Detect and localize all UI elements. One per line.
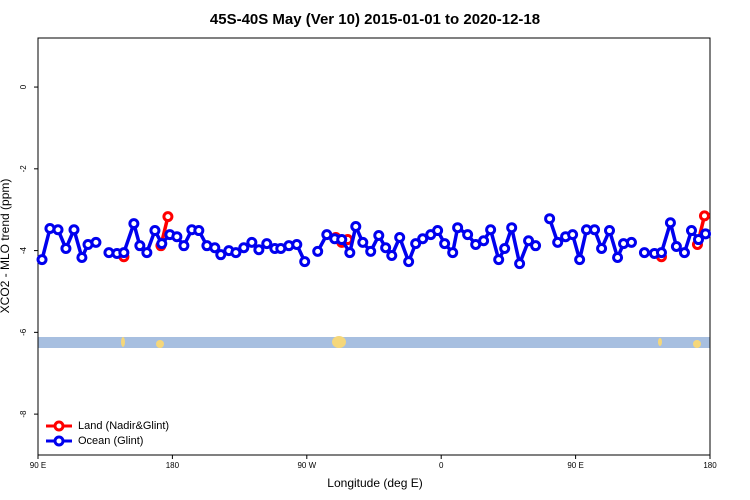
point [693, 234, 705, 246]
point [76, 252, 88, 264]
x-tick-label: 90 W [297, 461, 316, 470]
point [253, 244, 265, 256]
y-tick-label: -6 [19, 328, 28, 336]
x-tick-label: 180 [166, 461, 180, 470]
point [246, 236, 258, 248]
point [336, 234, 348, 246]
point [357, 236, 369, 248]
point [678, 247, 690, 259]
point [462, 229, 474, 241]
point [664, 217, 676, 229]
point [312, 245, 324, 257]
point [589, 224, 601, 236]
point [523, 235, 535, 247]
point [299, 256, 311, 268]
x-tick-label: 0 [439, 461, 444, 470]
point [625, 236, 637, 248]
point [60, 243, 72, 255]
point [506, 222, 518, 234]
point [52, 224, 64, 236]
point [156, 238, 168, 250]
y-tick-label: -2 [19, 165, 28, 173]
point [394, 232, 406, 244]
point [149, 225, 161, 237]
point [698, 210, 710, 222]
point [386, 249, 398, 261]
point [493, 254, 505, 266]
land-patch [332, 336, 346, 348]
point [230, 247, 242, 259]
point [171, 231, 183, 243]
point [321, 229, 333, 241]
point [68, 224, 80, 236]
y-axis-label: XCO2 - MLO trend (ppm) [0, 179, 12, 314]
point [485, 224, 497, 236]
point [403, 256, 415, 268]
point [574, 254, 586, 266]
point [700, 228, 712, 240]
point [567, 229, 579, 241]
point [178, 240, 190, 252]
point [612, 252, 624, 264]
point [350, 220, 362, 232]
legend-marker [53, 435, 65, 447]
legend-marker [53, 420, 65, 432]
legend-label: Ocean (Glint) [78, 435, 143, 447]
point [530, 240, 542, 252]
ocean-strip [38, 337, 710, 348]
x-axis-label: Longitude (deg E) [327, 476, 422, 490]
point [638, 247, 650, 259]
point [596, 243, 608, 255]
chart-title: 45S-40S May (Ver 10) 2015-01-01 to 2020-… [210, 11, 540, 28]
legend-label: Land (Nadir&Glint) [78, 420, 169, 432]
point [544, 213, 556, 225]
x-tick-label: 180 [703, 461, 717, 470]
land-patch [121, 337, 125, 347]
point [439, 238, 451, 250]
point [344, 247, 356, 259]
point [141, 247, 153, 259]
point [261, 238, 273, 250]
point [670, 241, 682, 252]
point [452, 222, 464, 234]
point [603, 225, 615, 237]
point [238, 242, 250, 254]
x-tick-label: 90 E [567, 461, 583, 470]
point [134, 240, 146, 252]
point [380, 242, 392, 254]
x-tick-label: 90 E [30, 461, 46, 470]
land-patch [658, 338, 662, 346]
y-tick-label: -8 [19, 410, 28, 418]
point [685, 225, 697, 237]
map-strip [38, 336, 710, 348]
point [118, 247, 130, 259]
point [655, 247, 667, 259]
point [90, 236, 102, 248]
land-patch [156, 340, 164, 348]
point [365, 245, 377, 257]
point [410, 238, 422, 250]
point [432, 225, 444, 237]
point [514, 258, 526, 270]
point [478, 235, 490, 247]
point [447, 247, 459, 259]
point [215, 249, 227, 261]
point [417, 233, 429, 245]
point [373, 229, 385, 241]
point [36, 254, 48, 266]
y-tick-label: 0 [19, 84, 28, 89]
point [291, 238, 303, 250]
point [128, 218, 140, 230]
point [162, 211, 174, 223]
point [209, 242, 221, 254]
point [552, 236, 564, 248]
point [499, 243, 511, 255]
point [193, 225, 205, 237]
land-patch [693, 340, 701, 348]
y-tick-label: -4 [19, 246, 28, 254]
plot-frame [37, 37, 711, 456]
